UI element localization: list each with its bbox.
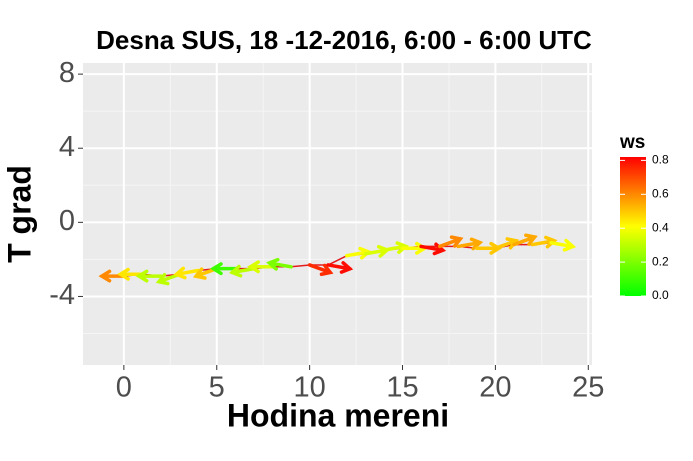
y-tick-label: 4 xyxy=(59,131,75,163)
x-tick-label: 25 xyxy=(572,372,604,404)
wind-arrow xyxy=(173,266,200,280)
wind-arrow xyxy=(437,235,464,249)
wind-arrow xyxy=(326,261,354,274)
legend-title: ws xyxy=(619,132,645,153)
wind-arrow xyxy=(493,237,520,251)
wind-arrow xyxy=(266,257,293,271)
x-tick-label: 20 xyxy=(479,372,511,404)
y-tick-label: 0 xyxy=(59,205,75,237)
legend-tick-label: 0.0 xyxy=(652,288,669,302)
wind-arrow xyxy=(228,264,256,278)
wind-arrow xyxy=(307,263,334,277)
legend-tick-label: 0.6 xyxy=(652,186,669,200)
x-tick-label: 0 xyxy=(116,372,132,404)
x-axis-label: Hodina mereni xyxy=(227,397,449,433)
wind-arrow xyxy=(135,269,163,283)
y-tick-label: 8 xyxy=(59,57,75,89)
plot-background xyxy=(83,63,592,365)
wind-arrow xyxy=(549,238,577,252)
wind-arrow xyxy=(247,260,275,274)
chart-title: Desna SUS, 18 -12-2016, 6:00 - 6:00 UTC xyxy=(96,25,592,55)
legend-tick-label: 0.2 xyxy=(652,254,669,268)
y-axis-label: T grad xyxy=(1,165,37,263)
colorbar xyxy=(620,157,646,296)
wind-arrow xyxy=(512,233,538,247)
x-tick-label: 5 xyxy=(209,372,225,404)
x-tick-label: 15 xyxy=(386,372,418,404)
legend-tick-label: 0.4 xyxy=(652,220,669,234)
x-tick-label: 10 xyxy=(294,372,326,404)
wind-arrow xyxy=(209,262,238,276)
wind-arrow xyxy=(456,237,484,251)
y-tick-label: -4 xyxy=(49,279,75,311)
legend-tick-label: 0.8 xyxy=(652,153,669,167)
